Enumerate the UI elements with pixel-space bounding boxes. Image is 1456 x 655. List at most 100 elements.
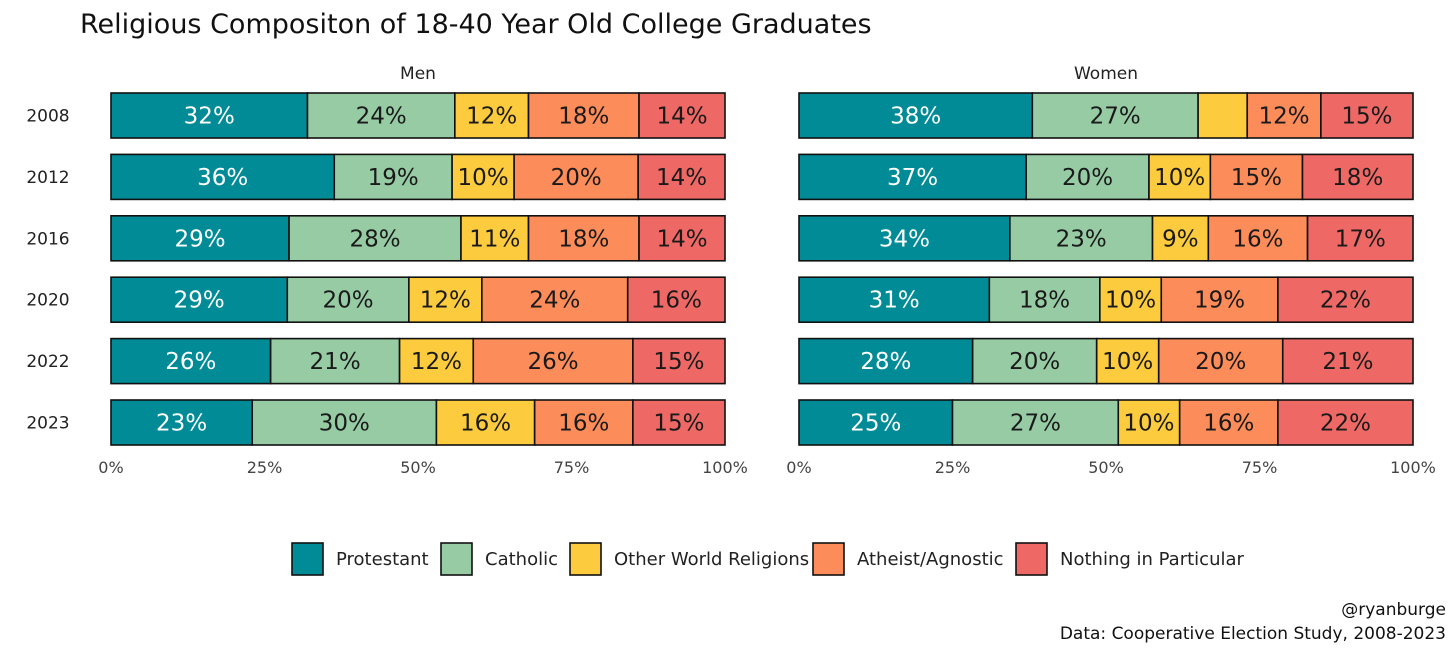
bar-segment-men-2023-atheist-agnostic bbox=[533, 399, 634, 446]
data-label-men-2012-nothing-in-particular: 14% bbox=[656, 165, 707, 191]
data-label-women-2016-nothing-in-particular: 17% bbox=[1335, 226, 1386, 252]
bar-segment-women-2012-nothing-in-particular bbox=[1301, 153, 1414, 201]
data-label-men-2008-catholic: 24% bbox=[356, 104, 407, 130]
bar-segment-women-2008-protestant bbox=[798, 92, 1034, 139]
bar-segment-men-2022-catholic bbox=[269, 337, 401, 385]
bar-segment-men-2022-protestant bbox=[110, 337, 272, 385]
data-label-men-2020-nothing-in-particular: 16% bbox=[651, 288, 702, 314]
x-tick-label-women-100: 100% bbox=[1390, 458, 1436, 477]
legend-swatch-nothing-in-particular bbox=[1015, 542, 1048, 576]
panel-men: Men 2008 32% 24% 12% 18% 14% 2012 36% 19% 10% 20% 14… bbox=[26, 64, 748, 477]
bar-segment-men-2008-protestant bbox=[110, 92, 309, 139]
data-label-men-2012-protestant: 36% bbox=[197, 165, 248, 191]
data-label-men-2008-nothing-in-particular: 14% bbox=[656, 104, 707, 130]
x-tick-label-women-75: 75% bbox=[1242, 458, 1278, 477]
data-label-men-2016-nothing-in-particular: 14% bbox=[656, 226, 707, 252]
data-label-men-2020-other-world-religions: 12% bbox=[420, 288, 471, 314]
bar-segment-women-2023-protestant bbox=[798, 399, 954, 446]
data-label-men-2022-nothing-in-particular: 15% bbox=[653, 349, 704, 375]
legend-label-atheist-agnostic: Atheist/Agnostic bbox=[857, 549, 1004, 570]
x-tick-label-women-50: 50% bbox=[1088, 458, 1124, 477]
legend-swatch-other-world-religions bbox=[569, 542, 602, 576]
bar-segment-women-2020-catholic bbox=[988, 276, 1101, 324]
x-tick-label-men-75: 75% bbox=[554, 458, 590, 477]
data-label-women-2016-protestant: 34% bbox=[879, 226, 930, 252]
data-label-women-2022-catholic: 20% bbox=[1009, 349, 1060, 375]
bar-segment-women-2016-catholic bbox=[1009, 215, 1154, 262]
bar-segment-women-2022-atheist-agnostic bbox=[1157, 337, 1284, 385]
data-label-women-2020-other-world-religions: 10% bbox=[1105, 288, 1156, 314]
bar-segment-women-2012-catholic bbox=[1025, 153, 1150, 201]
bar-segment-women-2012-protestant bbox=[798, 153, 1027, 201]
data-label-women-2016-atheist-agnostic: 16% bbox=[1232, 226, 1283, 252]
bar-segment-women-2022-protestant bbox=[798, 337, 974, 385]
bar-segment-women-2012-atheist-agnostic bbox=[1209, 153, 1304, 201]
data-label-women-2020-nothing-in-particular: 22% bbox=[1320, 288, 1371, 314]
data-label-men-2023-protestant: 23% bbox=[156, 411, 207, 437]
chart-panels: Men 2008 32% 24% 12% 18% 14% 2012 36% 19% 10% 20% 14… bbox=[26, 64, 1436, 477]
panel-women: Women 38% 27% 12% 15% 37% 20% 10% 15% 18% 34% 23% 9%… bbox=[786, 64, 1436, 477]
data-label-women-2020-catholic: 18% bbox=[1019, 288, 1070, 314]
year-label-2023: 2023 bbox=[26, 414, 69, 434]
year-label-2020: 2020 bbox=[26, 291, 69, 311]
x-tick-label-men-50: 50% bbox=[400, 458, 436, 477]
bar-segment-women-2023-catholic bbox=[951, 399, 1120, 446]
bar-segment-men-2008-other-world-religions bbox=[454, 92, 530, 139]
year-label-2022: 2022 bbox=[26, 352, 69, 372]
year-label-2008: 2008 bbox=[26, 107, 69, 127]
bar-segment-men-2020-catholic bbox=[286, 276, 410, 324]
legend-swatch-atheist-agnostic bbox=[812, 542, 845, 576]
bar-segment-women-2016-protestant bbox=[798, 215, 1011, 262]
caption-source: Data: Cooperative Election Study, 2008-2… bbox=[1060, 624, 1446, 644]
bar-segment-men-2020-nothing-in-particular bbox=[626, 276, 726, 324]
data-label-women-2023-nothing-in-particular: 22% bbox=[1320, 411, 1371, 437]
data-label-women-2022-protestant: 28% bbox=[860, 349, 911, 375]
x-tick-label-men-25: 25% bbox=[247, 458, 283, 477]
data-label-women-2008-protestant: 38% bbox=[890, 104, 941, 130]
legend: Protestant Catholic Other World Religions A… bbox=[291, 542, 1245, 576]
data-label-women-2008-catholic: 27% bbox=[1090, 104, 1141, 130]
data-label-women-2023-atheist-agnostic: 16% bbox=[1203, 411, 1254, 437]
bar-segment-women-2020-other-world-religions bbox=[1099, 276, 1163, 324]
bar-segment-men-2012-atheist-agnostic bbox=[513, 153, 639, 201]
legend-swatch-protestant bbox=[291, 542, 324, 576]
data-label-women-2023-other-world-religions: 10% bbox=[1123, 411, 1174, 437]
bar-segment-men-2008-nothing-in-particular bbox=[638, 92, 726, 139]
bar-segment-men-2023-other-world-religions bbox=[435, 399, 536, 446]
data-label-men-2020-protestant: 29% bbox=[174, 288, 225, 314]
data-label-women-2012-catholic: 20% bbox=[1062, 165, 1113, 191]
data-label-men-2008-other-world-religions: 12% bbox=[466, 104, 517, 130]
bar-segment-men-2016-nothing-in-particular bbox=[638, 215, 726, 262]
bar-segment-men-2022-other-world-religions bbox=[398, 337, 475, 385]
bar-segment-men-2023-nothing-in-particular bbox=[632, 399, 726, 446]
x-tick-label-men-100: 100% bbox=[702, 458, 748, 477]
bar-segment-women-2016-other-world-religions bbox=[1151, 215, 1210, 262]
data-label-women-2008-nothing-in-particular: 15% bbox=[1341, 104, 1392, 130]
chart-title: Religious Compositon of 18-40 Year Old C… bbox=[80, 9, 872, 40]
bar-segment-men-2016-atheist-agnostic bbox=[527, 215, 640, 262]
legend-swatch-catholic bbox=[440, 542, 473, 576]
bar-segment-women-2020-atheist-agnostic bbox=[1160, 276, 1279, 324]
bar-segment-women-2023-other-world-religions bbox=[1117, 399, 1181, 446]
data-label-women-2008-atheist-agnostic: 12% bbox=[1258, 104, 1309, 130]
x-tick-label-women-0: 0% bbox=[786, 458, 811, 477]
data-label-men-2023-nothing-in-particular: 15% bbox=[653, 411, 704, 437]
data-label-men-2016-protestant: 29% bbox=[174, 226, 225, 252]
data-label-men-2022-atheist-agnostic: 26% bbox=[528, 349, 579, 375]
bar-segment-women-2022-nothing-in-particular bbox=[1281, 337, 1414, 385]
data-label-men-2008-protestant: 32% bbox=[184, 104, 235, 130]
bar-segment-men-2020-other-world-religions bbox=[408, 276, 483, 324]
legend-label-other-world-religions: Other World Religions bbox=[614, 549, 809, 570]
bar-segment-women-2020-nothing-in-particular bbox=[1277, 276, 1414, 324]
data-label-men-2016-other-world-religions: 11% bbox=[469, 226, 520, 252]
bar-segment-men-2020-atheist-agnostic bbox=[481, 276, 629, 324]
bar-segment-women-2023-nothing-in-particular bbox=[1277, 399, 1414, 446]
data-label-men-2022-protestant: 26% bbox=[165, 349, 216, 375]
data-label-men-2012-catholic: 19% bbox=[368, 165, 419, 191]
bar-segment-women-2020-protestant bbox=[798, 276, 991, 324]
data-label-women-2016-other-world-religions: 9% bbox=[1162, 226, 1199, 252]
data-label-men-2023-catholic: 30% bbox=[319, 411, 370, 437]
bar-segment-women-2022-catholic bbox=[971, 337, 1098, 385]
legend-label-protestant: Protestant bbox=[336, 549, 429, 570]
